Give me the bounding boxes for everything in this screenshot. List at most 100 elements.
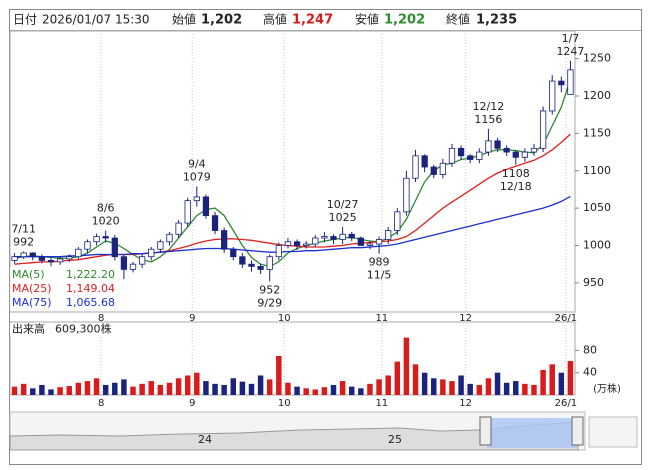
volume-bar xyxy=(449,381,455,395)
navigator-scroll[interactable] xyxy=(588,416,638,448)
candle-body xyxy=(503,147,510,153)
volume-bar xyxy=(549,364,555,395)
candle-body xyxy=(457,147,465,157)
candle-body xyxy=(530,147,538,153)
candle-body xyxy=(394,211,401,231)
candle-body xyxy=(330,236,337,240)
candle-body xyxy=(102,236,109,239)
candle-body xyxy=(521,151,529,158)
candle-body xyxy=(312,237,319,245)
volume-bar xyxy=(66,386,72,395)
annotation-date: 7/11 xyxy=(11,222,36,235)
volume-unit: (万株) xyxy=(593,382,621,395)
candle-body xyxy=(476,151,483,160)
annotation-date: 8/6 xyxy=(97,202,115,215)
annotation-date: 9/4 xyxy=(188,157,206,170)
volume-bar xyxy=(476,384,483,395)
legend-value: 1,149.04 xyxy=(66,282,115,295)
annotation-price: 952 xyxy=(259,283,280,296)
x-tick-label: 26/1 xyxy=(555,313,577,324)
volume-bar xyxy=(431,378,437,395)
navigator-handle-right[interactable] xyxy=(571,416,584,446)
plot-layer: 8 8 9 9 10 10 11 11 12 12 26/1 26/1 950 1000 1050 1100 1… xyxy=(11,31,611,409)
candle-body xyxy=(567,69,574,95)
ma-line xyxy=(14,195,571,258)
legend-name: MA(5) xyxy=(12,268,45,281)
candle-body xyxy=(348,233,355,239)
annotation-price: 1247 xyxy=(556,45,584,58)
volume-label: 出来高 xyxy=(12,322,45,336)
volume-bar xyxy=(376,379,382,395)
high-label: 高値 xyxy=(263,12,287,27)
candle-body xyxy=(303,243,310,246)
candle-body xyxy=(193,196,200,202)
y-tick-label: 1250 xyxy=(583,52,611,65)
date: 2026/01/07 15:30 xyxy=(42,13,150,27)
annotation-date: 10/27 xyxy=(327,198,359,211)
candle-body xyxy=(202,196,210,216)
candle-body xyxy=(549,80,556,112)
volume-bar xyxy=(403,337,410,395)
x-tick-label: 12 xyxy=(459,313,472,324)
legend-value: 1,065.68 xyxy=(66,296,115,309)
candle-body xyxy=(558,80,565,86)
low: 1,202 xyxy=(384,13,425,28)
annotation-date: 12/12 xyxy=(473,100,505,113)
candle-body xyxy=(120,256,128,270)
annotation-price: 992 xyxy=(13,235,34,248)
candle-body xyxy=(139,256,146,265)
annotation-date: 9/29 xyxy=(257,296,282,309)
volume-bar xyxy=(458,375,464,395)
open-label: 始値 xyxy=(172,12,196,27)
volume-bar xyxy=(412,364,419,395)
navigator-selection[interactable] xyxy=(487,418,578,448)
annotation-price: 1108 xyxy=(502,167,530,180)
x-tick-label: 8 xyxy=(98,313,104,324)
candle-body xyxy=(439,162,446,175)
legend-name: MA(75) xyxy=(12,296,52,309)
volume-bar xyxy=(257,375,264,395)
candle-body xyxy=(421,155,428,168)
candle-body xyxy=(66,256,73,260)
x-tick-label: 9 xyxy=(189,398,195,409)
candle-body xyxy=(38,256,46,261)
candle-body xyxy=(230,248,237,258)
volume-bar xyxy=(303,388,309,395)
legend-box xyxy=(10,267,120,311)
candle-body xyxy=(239,256,246,265)
x-tick-label: 9 xyxy=(189,313,195,324)
volume-bar xyxy=(139,383,145,395)
volume-bar xyxy=(558,372,565,395)
volume-value: 609,300株 xyxy=(55,322,112,336)
volume-bar xyxy=(285,382,291,395)
date-label: 日付 xyxy=(13,13,37,27)
x-tick-label: 12 xyxy=(459,398,472,409)
volume-bar xyxy=(48,389,54,395)
volume-bar xyxy=(184,375,191,395)
x-tick-label: 8 xyxy=(98,398,104,409)
candle-body xyxy=(56,258,64,263)
candle-body xyxy=(221,230,228,250)
volume-bar xyxy=(75,382,82,395)
annotation-price: 1025 xyxy=(329,211,357,224)
volume-bar xyxy=(421,372,428,395)
volume-bar xyxy=(540,369,546,395)
candle-body xyxy=(20,252,27,258)
candle-body xyxy=(184,200,191,224)
volume-bar xyxy=(148,381,154,395)
x-tick-label: 26/1 xyxy=(555,398,577,409)
annotation-price: 1020 xyxy=(92,215,120,228)
annotation-price: 1079 xyxy=(183,170,211,183)
candle-body xyxy=(321,236,328,239)
candle-body xyxy=(494,140,501,149)
candle-body xyxy=(366,243,374,246)
candle-body xyxy=(257,266,264,270)
volume-bar xyxy=(121,379,127,395)
volume-bar xyxy=(358,388,364,395)
y-tick-label: 1200 xyxy=(583,89,611,102)
navigator-handle-left[interactable] xyxy=(479,416,492,446)
volume-bar xyxy=(230,378,236,395)
volume-bar xyxy=(157,384,164,395)
y-tick-label: 1000 xyxy=(583,238,611,251)
